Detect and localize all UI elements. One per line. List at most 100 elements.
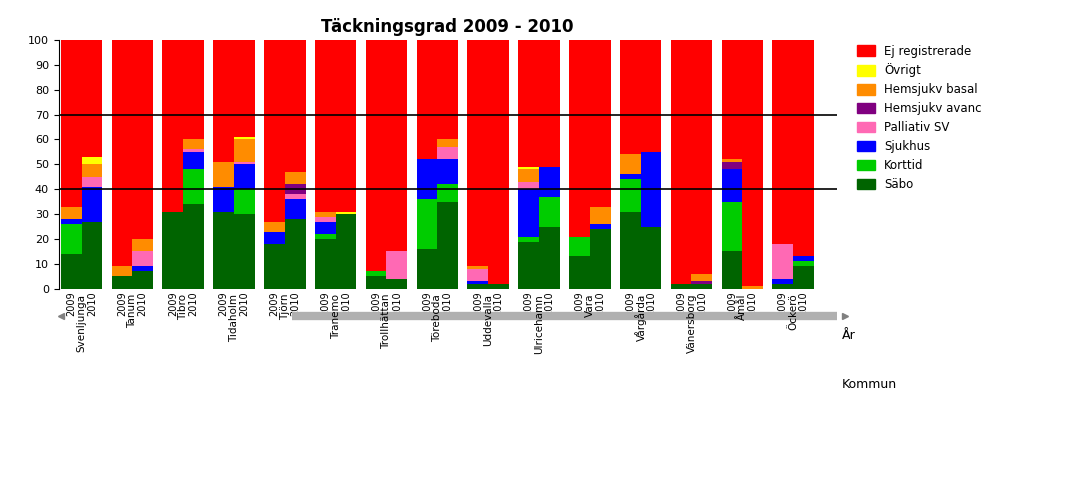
Text: Tibro: Tibro [178, 294, 189, 320]
Bar [314, 234, 336, 239]
Bar [692, 284, 712, 289]
Bar [619, 179, 641, 212]
Bar [285, 219, 306, 289]
Bar [467, 266, 488, 269]
Bar [61, 254, 81, 289]
Bar [213, 40, 235, 162]
Bar [162, 40, 183, 212]
Bar [183, 152, 204, 169]
Bar [61, 207, 81, 219]
Bar [773, 244, 793, 279]
Text: Tidaholm: Tidaholm [229, 294, 239, 342]
Bar [387, 251, 407, 279]
Bar [437, 159, 458, 184]
Bar [539, 167, 560, 197]
Bar [793, 256, 814, 261]
Bar [793, 266, 814, 289]
Bar [285, 172, 306, 184]
Bar [539, 197, 560, 227]
Text: Öckerö: Öckerö [788, 294, 798, 331]
Bar [722, 169, 742, 202]
Bar [437, 184, 458, 202]
Bar [793, 40, 814, 256]
Text: Vårgårda: Vårgårda [634, 294, 647, 341]
Bar [285, 184, 306, 194]
Bar [112, 266, 132, 276]
Bar [314, 239, 336, 289]
Bar [518, 237, 539, 242]
Bar [387, 279, 407, 289]
Bar [366, 271, 387, 276]
Title: Täckningsgrad 2009 - 2010: Täckningsgrad 2009 - 2010 [322, 17, 574, 35]
Bar [722, 40, 742, 159]
Bar [773, 40, 793, 244]
Bar [539, 227, 560, 289]
Bar [467, 281, 488, 284]
Text: Tanum: Tanum [127, 294, 138, 328]
Bar [336, 214, 356, 289]
Bar [619, 174, 641, 179]
Bar [336, 40, 356, 212]
Bar [235, 139, 255, 162]
Bar [437, 202, 458, 289]
Bar [366, 276, 387, 289]
Bar [773, 284, 793, 289]
Bar [569, 256, 589, 289]
Bar [285, 199, 306, 219]
Text: År: År [842, 329, 856, 342]
Bar [264, 40, 285, 222]
Bar [773, 279, 793, 284]
Bar [437, 147, 458, 159]
Bar [589, 40, 611, 207]
Bar [589, 207, 611, 224]
Bar [183, 169, 204, 204]
Bar [467, 269, 488, 281]
Bar [132, 40, 154, 239]
Text: Ulricehamn: Ulricehamn [534, 294, 544, 354]
Bar [692, 274, 712, 281]
Bar [619, 212, 641, 289]
Bar [213, 162, 235, 187]
Bar [213, 187, 235, 212]
Bar [539, 40, 560, 167]
Text: Åmål: Åmål [738, 294, 747, 320]
Bar [518, 182, 539, 189]
Bar [518, 242, 539, 289]
Bar [518, 40, 539, 167]
Bar [264, 244, 285, 289]
Bar [387, 40, 407, 251]
Bar [589, 229, 611, 289]
Bar [61, 40, 81, 207]
Bar [742, 40, 763, 286]
Bar [742, 286, 763, 289]
Bar [366, 40, 387, 271]
Bar [518, 167, 539, 169]
Bar [132, 251, 154, 266]
Bar [467, 40, 488, 266]
Bar [671, 40, 692, 284]
Bar [314, 222, 336, 234]
Bar [488, 284, 508, 289]
Text: Svenljunga: Svenljunga [77, 294, 86, 352]
Bar [81, 40, 102, 157]
Bar [183, 139, 204, 149]
Bar [61, 219, 81, 224]
Bar [619, 154, 641, 174]
Bar [671, 284, 692, 289]
Bar [488, 40, 508, 284]
Text: Trollhättan: Trollhättan [382, 294, 391, 349]
Bar [235, 40, 255, 137]
Bar [183, 204, 204, 289]
Bar [336, 212, 356, 214]
Text: Tranemo: Tranemo [330, 294, 341, 339]
Bar [569, 40, 589, 237]
Bar [235, 189, 255, 214]
Bar [589, 224, 611, 229]
Bar [793, 261, 814, 266]
Bar [569, 237, 589, 256]
Bar [81, 177, 102, 187]
Bar [314, 212, 336, 217]
Bar [417, 40, 437, 159]
Bar [264, 232, 285, 244]
Bar [722, 202, 742, 251]
